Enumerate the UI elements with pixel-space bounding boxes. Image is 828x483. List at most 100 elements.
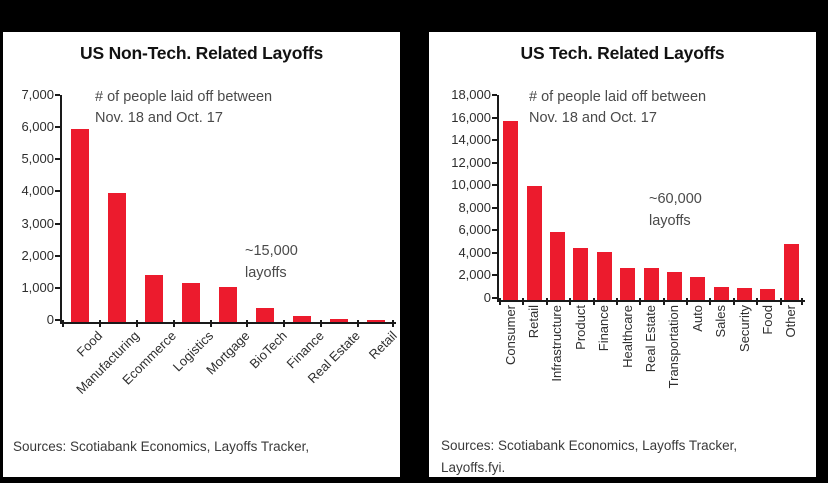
x-axis-label: Product bbox=[572, 305, 588, 350]
x-axis-label: Healthcare bbox=[619, 305, 635, 368]
y-axis-tick bbox=[55, 254, 60, 257]
bar-biotech bbox=[255, 307, 274, 322]
x-axis-tick bbox=[662, 298, 665, 305]
chart-panel-tech: US Tech. Related Layoffs 18,000 16,000 14,… bbox=[429, 32, 816, 477]
y-axis-tick bbox=[55, 190, 60, 193]
x-axis-tick bbox=[62, 320, 64, 327]
x-axis-tick bbox=[98, 320, 101, 327]
y-axis-label: 0 bbox=[46, 312, 54, 327]
chart-panel-nontech: US Non-Tech. Related Layoffs 7,000 6,000 5… bbox=[3, 32, 400, 477]
y-axis-tick bbox=[492, 184, 497, 187]
y-axis-label: 2,000 bbox=[458, 267, 491, 283]
y-axis-label: 4,000 bbox=[21, 183, 54, 199]
x-axis-label: Food bbox=[759, 305, 775, 335]
y-axis-label: 7,000 bbox=[21, 87, 54, 102]
x-axis-label: Real Estate bbox=[643, 305, 658, 373]
bar-auto bbox=[690, 277, 706, 300]
y-axis-tick bbox=[55, 286, 60, 289]
x-axis-tick bbox=[686, 298, 689, 305]
x-axis-tick bbox=[522, 298, 525, 305]
y-axis-tick bbox=[492, 139, 497, 142]
bar-sales bbox=[713, 287, 729, 300]
bar-chart-tech: 18,000 16,000 14,000 12,000 10,000 8,000 6,000… bbox=[451, 87, 805, 388]
y-axis-tick bbox=[55, 126, 60, 129]
x-axis-label: Other bbox=[783, 305, 799, 338]
x-axis-label: Transportation bbox=[666, 305, 682, 389]
x-axis-tick bbox=[569, 298, 572, 305]
chart-annotation-tech: # of people laid off between Nov. 18 and… bbox=[529, 89, 707, 126]
x-axis-label: Security bbox=[736, 305, 752, 352]
x-axis-tick bbox=[615, 298, 618, 305]
x-axis-tick bbox=[756, 298, 759, 305]
chart-annotation-nontech: # of people laid off between Nov. 18 and… bbox=[95, 89, 273, 126]
x-axis-label: Consumer bbox=[502, 305, 518, 365]
y-axis-tick bbox=[492, 161, 497, 164]
x-axis-tick bbox=[639, 298, 642, 305]
y-axis-tick bbox=[55, 158, 60, 161]
y-axis-label: 4,000 bbox=[458, 244, 491, 260]
callout-total-nontech: ~15,000 layoffs bbox=[245, 243, 298, 281]
bar-transportation bbox=[666, 272, 682, 300]
bar-other bbox=[783, 243, 799, 300]
bar-finance bbox=[596, 251, 612, 300]
y-axis-label: 3,000 bbox=[21, 215, 54, 231]
y-axis-tick bbox=[55, 222, 60, 225]
x-axis-tick bbox=[709, 298, 712, 305]
x-axis-label: Auto bbox=[689, 305, 705, 332]
x-axis-label: Retail bbox=[526, 305, 542, 339]
x-axis-tick bbox=[592, 298, 595, 305]
y-axis-tick bbox=[492, 94, 497, 96]
bar-finance bbox=[292, 315, 311, 322]
bar-security bbox=[737, 288, 753, 300]
bar-food bbox=[760, 289, 776, 300]
x-axis-label: Retail bbox=[366, 328, 401, 363]
y-axis-label: 16,000 bbox=[451, 109, 491, 125]
bar-chart-nontech: 7,000 6,000 5,000 4,000 3,000 2,000 1,000 0 Food… bbox=[21, 87, 400, 397]
bar-retail bbox=[366, 320, 385, 322]
bar-food bbox=[71, 129, 90, 322]
bar-healthcare bbox=[620, 268, 636, 300]
bar-logistics bbox=[182, 283, 201, 322]
bar-mortgage bbox=[219, 286, 237, 322]
bar-consumer bbox=[503, 120, 519, 300]
y-axis-tick bbox=[492, 274, 497, 277]
chart-title-tech: US Tech. Related Layoffs bbox=[520, 43, 725, 63]
y-axis-tick bbox=[492, 297, 497, 299]
bar-product bbox=[573, 248, 589, 300]
y-axis-label: 5,000 bbox=[21, 151, 54, 167]
x-axis-tick bbox=[545, 298, 548, 305]
y-axis-label: 1,000 bbox=[21, 279, 54, 295]
bar-ecommerce bbox=[145, 275, 164, 322]
y-axis-label: 8,000 bbox=[458, 199, 491, 215]
y-axis-label: 2,000 bbox=[21, 247, 54, 263]
chart-title-nontech: US Non-Tech. Related Layoffs bbox=[80, 43, 323, 63]
x-axis-label: BioTech bbox=[246, 328, 290, 372]
y-axis-tick bbox=[492, 251, 497, 254]
bar-real-estate bbox=[329, 318, 348, 322]
bar-retail bbox=[526, 186, 542, 300]
x-axis-tick bbox=[172, 320, 175, 327]
y-axis-tick bbox=[492, 116, 497, 119]
x-axis-label: Food bbox=[73, 328, 106, 360]
x-axis-tick bbox=[779, 298, 782, 305]
x-axis-tick bbox=[732, 298, 735, 305]
y-axis-label: 18,000 bbox=[451, 87, 491, 102]
y-axis-label: 12,000 bbox=[451, 154, 491, 170]
x-axis-tick bbox=[246, 320, 249, 327]
y-axis-label: 10,000 bbox=[451, 177, 491, 193]
bar-manufacturing bbox=[108, 193, 127, 322]
x-axis-tick bbox=[283, 320, 286, 327]
x-axis-tick bbox=[357, 320, 360, 327]
callout-total-tech: ~60,000 layoffs bbox=[649, 191, 702, 229]
x-axis-tick bbox=[320, 320, 323, 327]
y-axis-label: 6,000 bbox=[458, 222, 491, 238]
y-axis-tick bbox=[492, 229, 497, 232]
source-note-nontech: Sources: Scotiabank Economics, Layoffs T… bbox=[13, 439, 310, 454]
y-axis-label: 6,000 bbox=[21, 119, 54, 135]
x-axis-label: Sales bbox=[713, 305, 729, 338]
bar-infrastructure bbox=[549, 232, 565, 300]
y-axis-label: 14,000 bbox=[451, 132, 491, 148]
y-axis-tick bbox=[492, 206, 497, 209]
y-axis-tick bbox=[55, 319, 60, 321]
x-axis-tick bbox=[135, 320, 138, 327]
